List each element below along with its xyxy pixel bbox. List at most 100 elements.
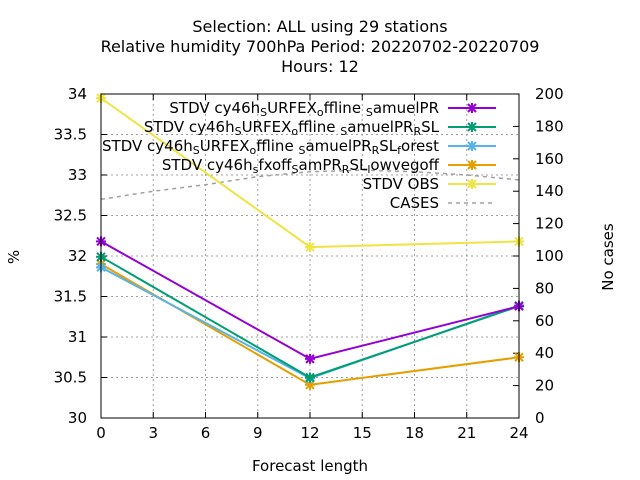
legend-marker bbox=[467, 122, 477, 132]
y2-tick-label: 40 bbox=[535, 344, 554, 362]
legend-item: STDV cy46hSURFEXoffline SamuelPR bbox=[169, 99, 496, 119]
y-tick-label: 31 bbox=[68, 328, 87, 346]
legend-label-part: amuelPR bbox=[373, 99, 439, 117]
y2-tick-label: 80 bbox=[535, 279, 554, 297]
legend-label: STDV cy46hSURFEXoffline SamuelPRRSLfores… bbox=[102, 137, 439, 157]
legend-label: STDV cy46hSURFEXoffline SamuelPR bbox=[169, 99, 439, 119]
y-tick-label: 32 bbox=[68, 247, 87, 265]
legend-item: STDV cy46hsfxoffSamPRRSLlowvegoff bbox=[162, 156, 496, 176]
legend-label-part: ffline bbox=[256, 137, 298, 155]
legend-label-part: S bbox=[260, 106, 267, 119]
y-tick-label: 30.5 bbox=[54, 369, 87, 387]
legend-label-part: s bbox=[253, 163, 259, 176]
x-tick-label: 6 bbox=[201, 424, 211, 442]
y2-tick-label: 120 bbox=[535, 215, 564, 233]
legend-label-part: S bbox=[366, 106, 373, 119]
legend-label-part: amPR bbox=[299, 156, 342, 174]
data-point bbox=[305, 242, 315, 253]
y2-tick-label: 20 bbox=[535, 377, 554, 395]
y-tick-label: 30 bbox=[68, 409, 87, 427]
legend-label-part: amuelPR bbox=[305, 137, 371, 155]
legend-label-part: SL bbox=[421, 118, 440, 136]
data-point bbox=[305, 372, 315, 383]
data-point bbox=[305, 353, 315, 364]
legend-label-part: SL bbox=[349, 156, 368, 174]
legend-label-part: URFEX bbox=[200, 137, 250, 155]
legend-label-part: S bbox=[193, 144, 200, 157]
x-tick-label: 21 bbox=[457, 424, 476, 442]
legend-label-part: S bbox=[298, 144, 305, 157]
title-line-1: Selection: ALL using 29 stations bbox=[192, 17, 447, 36]
legend-label-part: S bbox=[235, 125, 242, 138]
legend-item: STDV OBS bbox=[363, 175, 496, 193]
x-axis-label: Forecast length bbox=[252, 457, 368, 475]
y-axis-ticks: 30 30.5 31 31.5 32 32.5 33 33.5 34 bbox=[54, 85, 107, 427]
legend-label-part: o bbox=[250, 144, 257, 157]
y2-tick-label: 200 bbox=[535, 85, 564, 103]
y-axis-label: % bbox=[5, 250, 23, 264]
legend-label-part: STDV cy46h bbox=[162, 156, 253, 174]
legend-item: STDV cy46hSURFEXoffline SamuelPRRSL bbox=[144, 118, 496, 138]
legend-label: CASES bbox=[390, 194, 439, 212]
x-tick-label: 3 bbox=[148, 424, 158, 442]
y-tick-label: 33 bbox=[68, 166, 87, 184]
y2-axis-ticks: 0 20 40 60 80 100 120 140 160 180 200 bbox=[513, 85, 564, 427]
legend-label-part: STDV cy46h bbox=[144, 118, 235, 136]
legend-label-part: S bbox=[340, 125, 347, 138]
title-line-2: Relative humidity 700hPa Period: 2022070… bbox=[101, 37, 540, 56]
legend-label-part: fxoff bbox=[258, 156, 292, 174]
legend-label: STDV cy46hSURFEXoffline SamuelPRRSL bbox=[144, 118, 440, 138]
y-tick-label: 33.5 bbox=[54, 126, 87, 144]
legend-label-part: URFEX bbox=[267, 99, 317, 117]
legend-label-part: f bbox=[397, 144, 402, 157]
y-tick-label: 32.5 bbox=[54, 207, 87, 225]
x-tick-label: 0 bbox=[96, 424, 106, 442]
x-tick-label: 18 bbox=[405, 424, 424, 442]
y2-tick-label: 160 bbox=[535, 150, 564, 168]
x-tick-label: 12 bbox=[300, 424, 319, 442]
y2-tick-label: 140 bbox=[535, 182, 564, 200]
x-tick-label: 9 bbox=[253, 424, 263, 442]
y2-tick-label: 60 bbox=[535, 312, 554, 330]
legend-item: CASES bbox=[390, 194, 496, 212]
y-tick-label: 34 bbox=[68, 85, 87, 103]
cases-series-line bbox=[100, 169, 520, 201]
y-tick-label: 31.5 bbox=[54, 288, 87, 306]
legend-label-part: ffline bbox=[298, 118, 340, 136]
legend-label-part: amuelPR bbox=[347, 118, 413, 136]
legend-label-part: R bbox=[342, 163, 350, 176]
legend-item: STDV cy46hSURFEXoffline SamuelPRRSLfores… bbox=[102, 137, 496, 157]
y2-axis-label: No cases bbox=[599, 223, 617, 291]
x-tick-label: 15 bbox=[353, 424, 372, 442]
legend-label-part: R bbox=[413, 125, 421, 138]
legend-label-part: l bbox=[367, 163, 370, 176]
plot-frame bbox=[100, 93, 520, 419]
legend-label-part: o bbox=[317, 106, 324, 119]
y2-tick-label: 180 bbox=[535, 117, 564, 135]
y2-tick-label: 0 bbox=[535, 409, 545, 427]
legend-label-part: R bbox=[372, 144, 380, 157]
legend-label-part: orest bbox=[401, 137, 439, 155]
legend-label-part: SL bbox=[379, 137, 398, 155]
legend-label-part: URFEX bbox=[242, 118, 292, 136]
legend-label-part: STDV cy46h bbox=[102, 137, 193, 155]
legend-label-part: o bbox=[291, 125, 298, 138]
legend-marker bbox=[467, 103, 477, 113]
legend-label-part: owvegoff bbox=[370, 156, 439, 174]
x-axis-ticks: 0 3 6 9 12 15 18 21 24 bbox=[96, 94, 529, 442]
legend-label-part: STDV cy46h bbox=[169, 99, 260, 117]
title-line-3: Hours: 12 bbox=[281, 57, 359, 76]
y2-tick-label: 100 bbox=[535, 247, 564, 265]
chart-title: Selection: ALL using 29 stations Relativ… bbox=[101, 17, 540, 76]
legend-label-part: S bbox=[292, 163, 299, 176]
legend-marker bbox=[467, 160, 477, 170]
x-tick-label: 24 bbox=[509, 424, 528, 442]
legend-label-part: ffline bbox=[324, 99, 366, 117]
legend-marker bbox=[467, 141, 477, 151]
legend-label: STDV OBS bbox=[363, 175, 439, 193]
legend-label: STDV cy46hsfxoffSamPRRSLlowvegoff bbox=[162, 156, 440, 176]
legend-marker bbox=[467, 179, 477, 189]
legend-label-part: STDV OBS bbox=[363, 175, 439, 193]
